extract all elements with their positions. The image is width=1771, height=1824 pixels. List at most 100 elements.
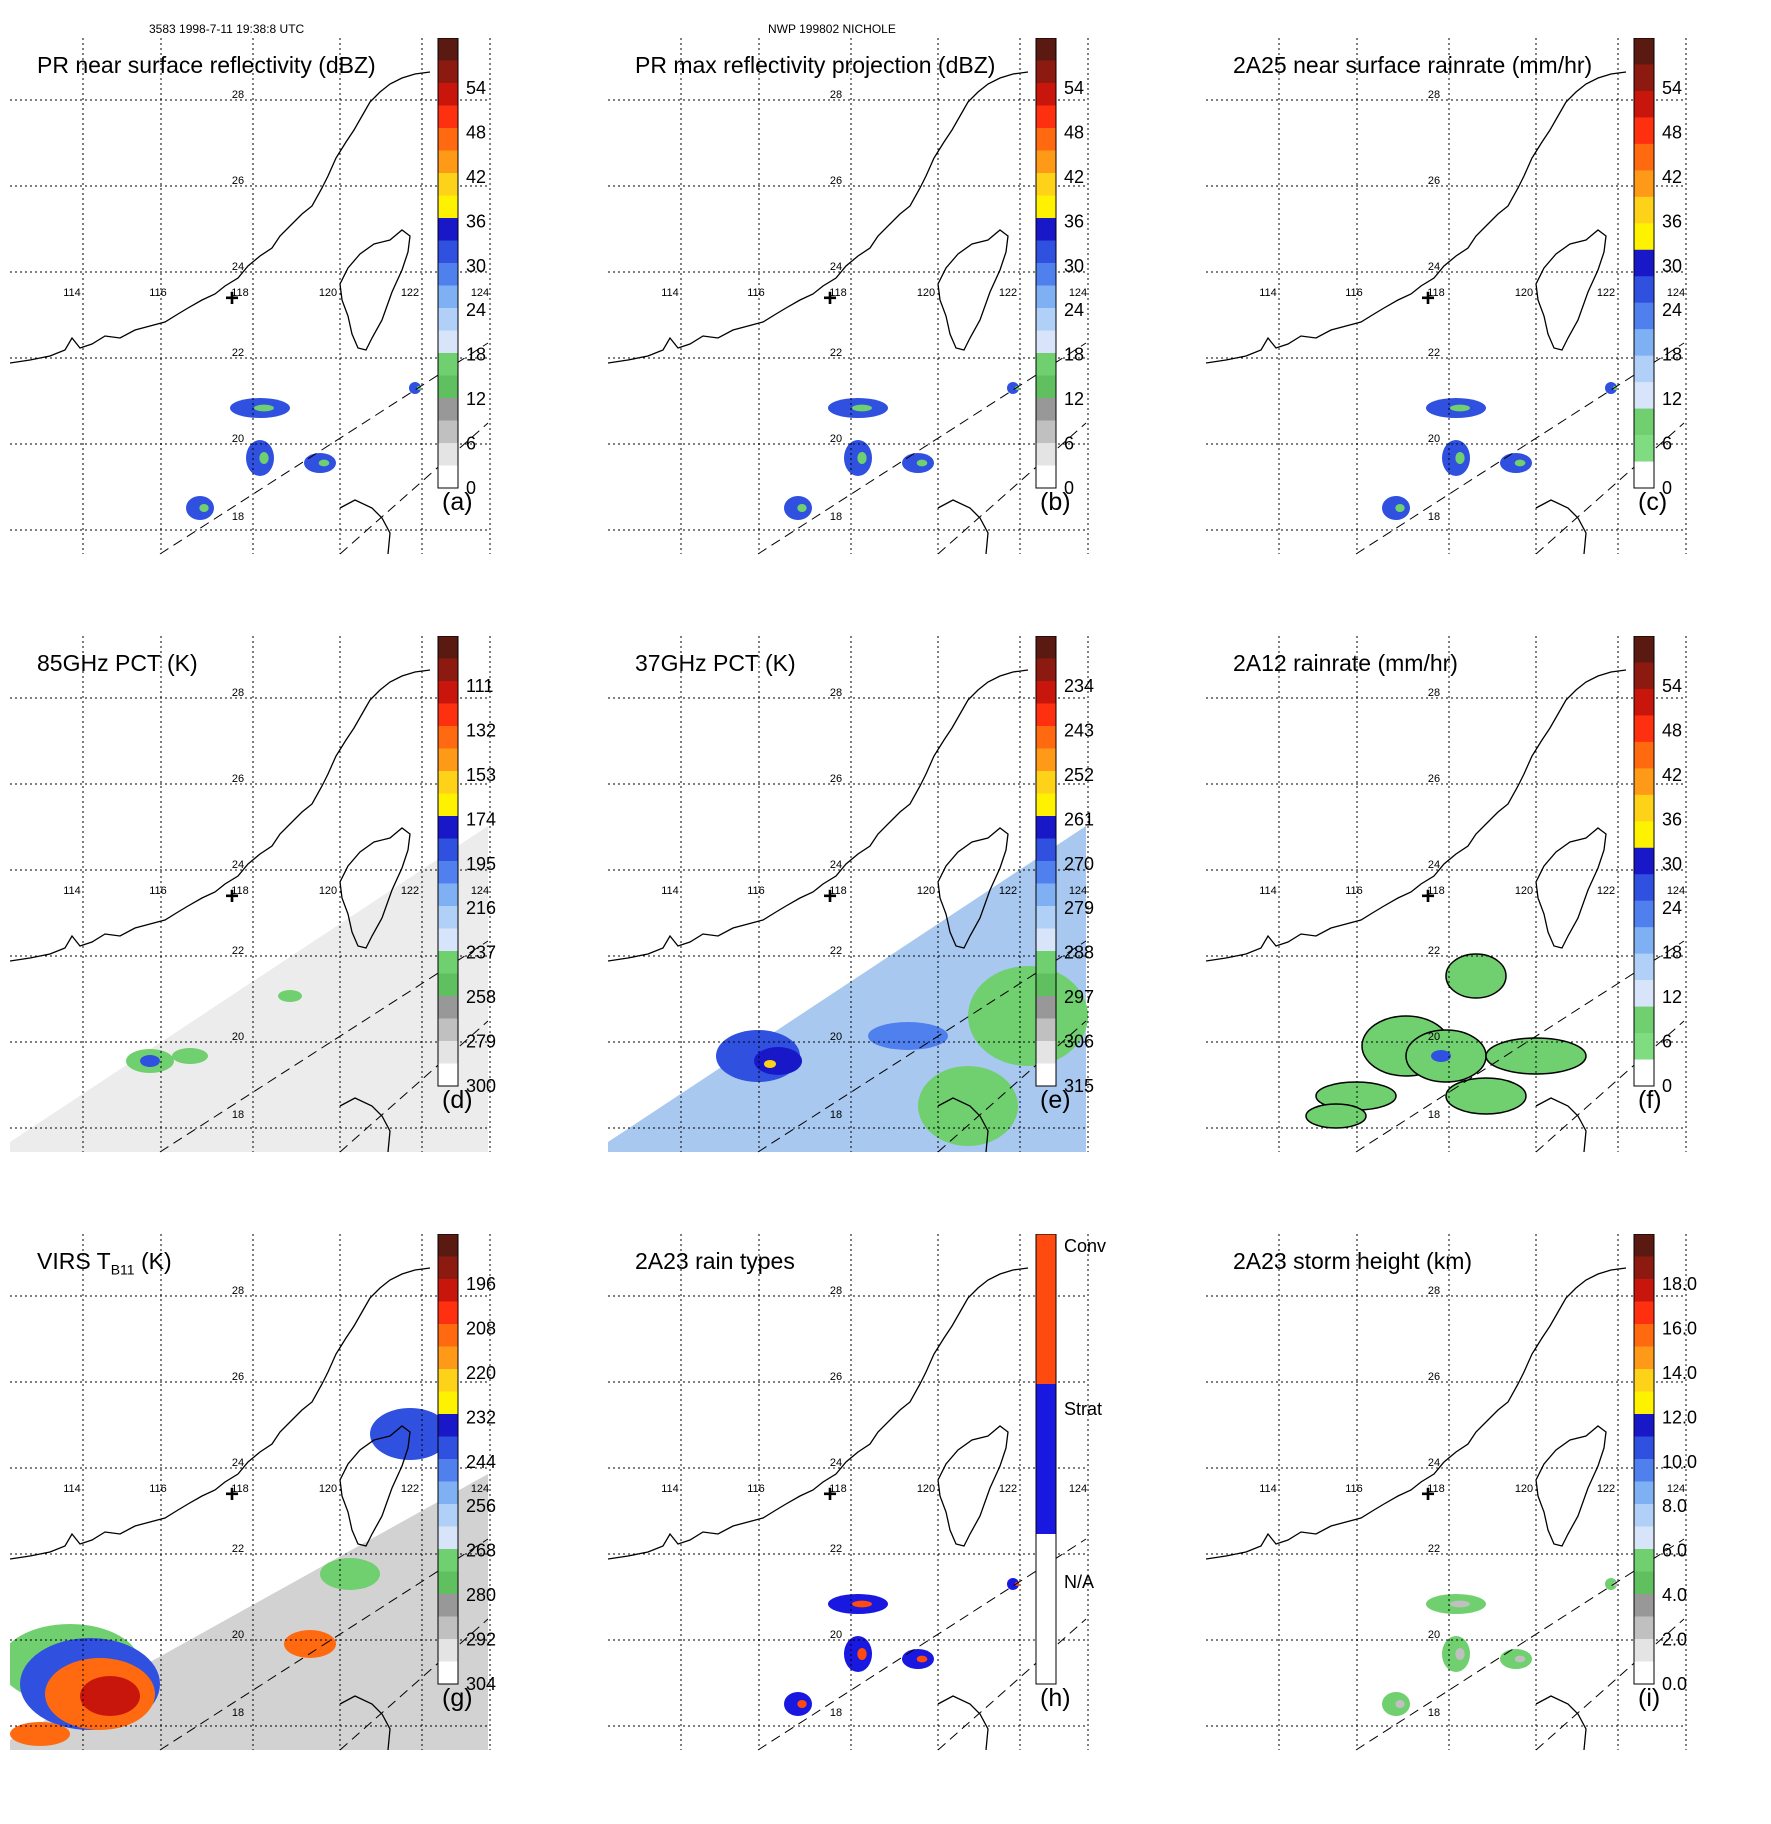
colorbar: 54 48 42 36 30 24 18 12 6 0 bbox=[1633, 38, 1682, 498]
colorbar-swatch bbox=[438, 1639, 458, 1662]
data-field bbox=[1382, 382, 1617, 520]
colorbar-tick-label: 14.0 bbox=[1662, 1363, 1697, 1383]
lon-label: 118 bbox=[231, 885, 249, 897]
colorbar-swatch bbox=[1634, 329, 1654, 357]
colorbar-swatch bbox=[438, 793, 458, 817]
colorbar-swatch bbox=[1036, 308, 1056, 331]
colorbar-swatch bbox=[438, 420, 458, 444]
colorbar-swatch bbox=[1634, 382, 1654, 410]
colorbar-swatch bbox=[1634, 143, 1654, 171]
graticule bbox=[608, 1234, 1089, 1750]
colorbar-swatch bbox=[438, 928, 458, 952]
colorbar-swatch bbox=[1036, 883, 1056, 907]
storm-center-marker: + bbox=[1421, 883, 1435, 910]
data-field bbox=[186, 382, 421, 520]
lon-label: 116 bbox=[1345, 287, 1363, 299]
colorbar-tick-label: 6 bbox=[1064, 434, 1074, 454]
storm-center-marker: + bbox=[823, 1481, 837, 1508]
lon-label: 124 bbox=[1667, 1483, 1685, 1495]
colorbar-swatch bbox=[438, 1414, 458, 1437]
colorbar-swatch bbox=[438, 681, 458, 704]
lon-label: 118 bbox=[231, 287, 249, 299]
colorbar-tick-label: 54 bbox=[466, 78, 486, 98]
lon-label: 114 bbox=[63, 885, 81, 897]
colorbar-swatch bbox=[438, 1256, 458, 1280]
colorbar-tick-label: 0 bbox=[1662, 1076, 1672, 1096]
storm-center-marker: + bbox=[225, 285, 239, 312]
colorbar-tick-label: 42 bbox=[1064, 167, 1084, 187]
colorbar-swatch bbox=[1634, 953, 1654, 981]
colorbar-swatch bbox=[1634, 636, 1654, 663]
colorbar-tick-label: Strat bbox=[1064, 1399, 1102, 1419]
panel-title: 2A23 storm height (km) bbox=[1233, 1248, 1473, 1274]
lat-label: 20 bbox=[232, 1031, 244, 1043]
colorbar-tick-label: 297 bbox=[1064, 987, 1094, 1007]
colorbar-tick-label: 234 bbox=[1064, 676, 1094, 696]
lon-label: 114 bbox=[63, 287, 81, 299]
panel-label: (i) bbox=[1638, 1684, 1661, 1712]
colorbar-swatch bbox=[1036, 443, 1056, 466]
colorbar-tick-label: 10.0 bbox=[1662, 1452, 1697, 1472]
panel-title: PR near surface reflectivity (dBZ) bbox=[37, 52, 376, 78]
panel-a: 114 116 118 120 122 124 28 26 24 22 20 18 +54 48 42 36 3… bbox=[10, 38, 610, 628]
colorbar-tick-label: 24 bbox=[1662, 300, 1682, 320]
lon-label: 116 bbox=[1345, 1483, 1363, 1495]
colorbar-swatch bbox=[1036, 353, 1056, 376]
lon-label: 114 bbox=[1259, 1483, 1277, 1495]
colorbar-swatch bbox=[1634, 1661, 1654, 1685]
lat-label: 24 bbox=[232, 859, 244, 871]
lon-label: 118 bbox=[1427, 287, 1445, 299]
colorbar-swatch bbox=[438, 973, 458, 997]
colorbar-tick-label: 237 bbox=[466, 943, 496, 963]
lon-label: 118 bbox=[829, 287, 847, 299]
colorbar-swatch bbox=[1634, 980, 1654, 1008]
colorbar-swatch bbox=[1634, 662, 1654, 690]
colorbar-tick-label: 48 bbox=[466, 122, 486, 142]
colorbar-swatch bbox=[1634, 768, 1654, 796]
colorbar-swatch bbox=[438, 150, 458, 174]
colorbar-swatch bbox=[1634, 1033, 1654, 1061]
colorbar-tick-label: 48 bbox=[1064, 122, 1084, 142]
colorbar-swatch bbox=[1036, 150, 1056, 174]
coastline bbox=[608, 1267, 1029, 1751]
colorbar-swatch bbox=[1634, 1006, 1654, 1034]
swath-edges bbox=[1355, 1538, 1685, 1751]
colorbar-swatch bbox=[1634, 117, 1654, 145]
colorbar-swatch bbox=[1036, 173, 1056, 196]
colorbar-tick-label: 4.0 bbox=[1662, 1585, 1687, 1605]
lon-label: 116 bbox=[149, 885, 167, 897]
colorbar-swatch bbox=[1634, 1549, 1654, 1572]
colorbar-swatch bbox=[1036, 1018, 1056, 1042]
colorbar-swatch bbox=[438, 636, 458, 659]
lat-label: 20 bbox=[232, 433, 244, 445]
graticule bbox=[10, 38, 491, 554]
panel-title: PR max reflectivity projection (dBZ) bbox=[635, 52, 996, 78]
colorbar-tick-label: 2.0 bbox=[1662, 1630, 1687, 1650]
coastline bbox=[1206, 71, 1627, 555]
coastline bbox=[608, 669, 1029, 1153]
data-field bbox=[1382, 1578, 1617, 1716]
colorbar: 234 243 252 261 270 279 288 297 306 315 bbox=[1035, 636, 1094, 1096]
lon-label: 116 bbox=[149, 1483, 167, 1495]
lat-label: 28 bbox=[1428, 1285, 1440, 1297]
panel-h: 114 116 118 120 122 124 28 26 24 22 20 18 + Conv Strat… bbox=[608, 1234, 1208, 1824]
colorbar: 196 208 220 232 244 256 268 280 292 304 bbox=[437, 1234, 496, 1694]
lon-label: 124 bbox=[471, 885, 489, 897]
colorbar-swatch bbox=[438, 816, 458, 839]
lon-label: 116 bbox=[747, 287, 765, 299]
lon-label: 118 bbox=[829, 1483, 847, 1495]
lat-label: 28 bbox=[1428, 89, 1440, 101]
colorbar-tick-label: 24 bbox=[1064, 300, 1084, 320]
lon-label: 120 bbox=[1515, 1483, 1533, 1495]
colorbar-tick-label: 18 bbox=[1064, 345, 1084, 365]
panel-f: 114 116 118 120 122 124 28 26 24 22 20 18 +54 48 42 36 3… bbox=[1206, 636, 1771, 1226]
coastline bbox=[10, 1267, 431, 1751]
colorbar-swatch bbox=[438, 1063, 458, 1087]
colorbar-tick-label: 304 bbox=[466, 1674, 496, 1694]
colorbar-swatch bbox=[438, 1549, 458, 1572]
lat-label: 18 bbox=[830, 511, 842, 523]
lat-label: 28 bbox=[1428, 687, 1440, 699]
lon-label: 116 bbox=[149, 287, 167, 299]
colorbar-swatch bbox=[438, 996, 458, 1019]
lon-label: 120 bbox=[1515, 885, 1533, 897]
